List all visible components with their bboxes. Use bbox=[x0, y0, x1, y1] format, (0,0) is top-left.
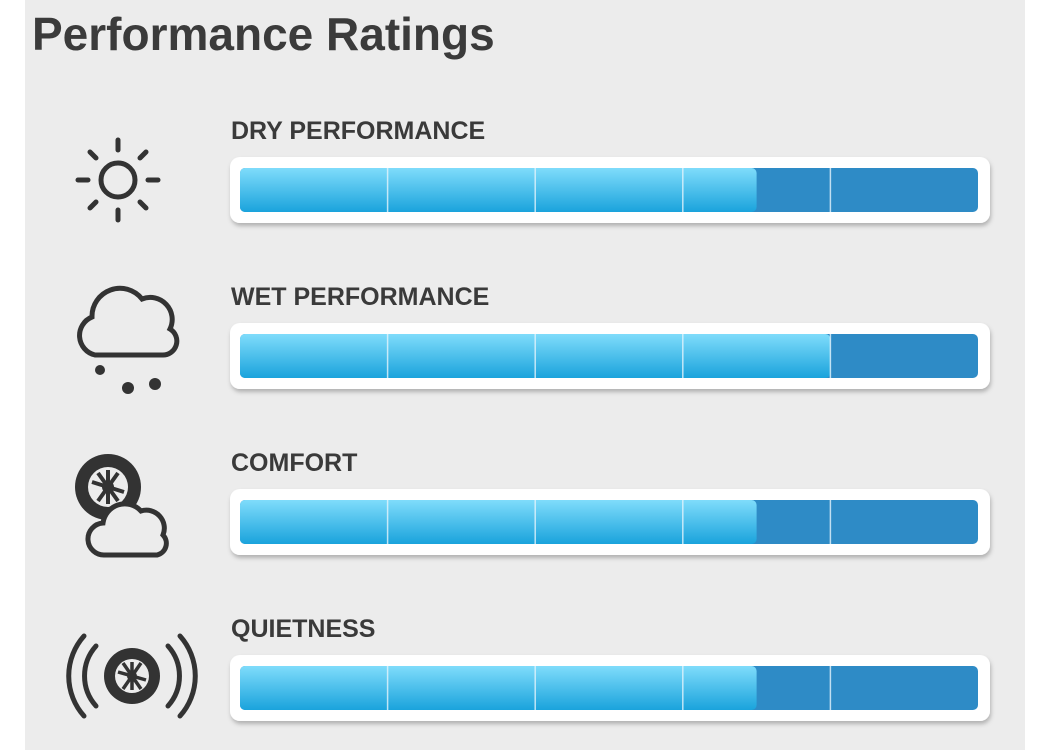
rating-label: COMFORT bbox=[231, 449, 357, 477]
rating-label: QUIETNESS bbox=[231, 615, 375, 643]
rating-label: WET PERFORMANCE bbox=[231, 283, 489, 311]
quietness-icon bbox=[66, 633, 198, 719]
sun-icon bbox=[75, 137, 161, 223]
rain-icon bbox=[77, 285, 180, 394]
bar bbox=[240, 666, 757, 710]
bar bbox=[240, 500, 757, 544]
comfort-icon bbox=[75, 454, 169, 558]
rating-label: DRY PERFORMANCE bbox=[231, 117, 485, 145]
title: Performance Ratings bbox=[32, 8, 495, 60]
bar bbox=[240, 168, 757, 212]
